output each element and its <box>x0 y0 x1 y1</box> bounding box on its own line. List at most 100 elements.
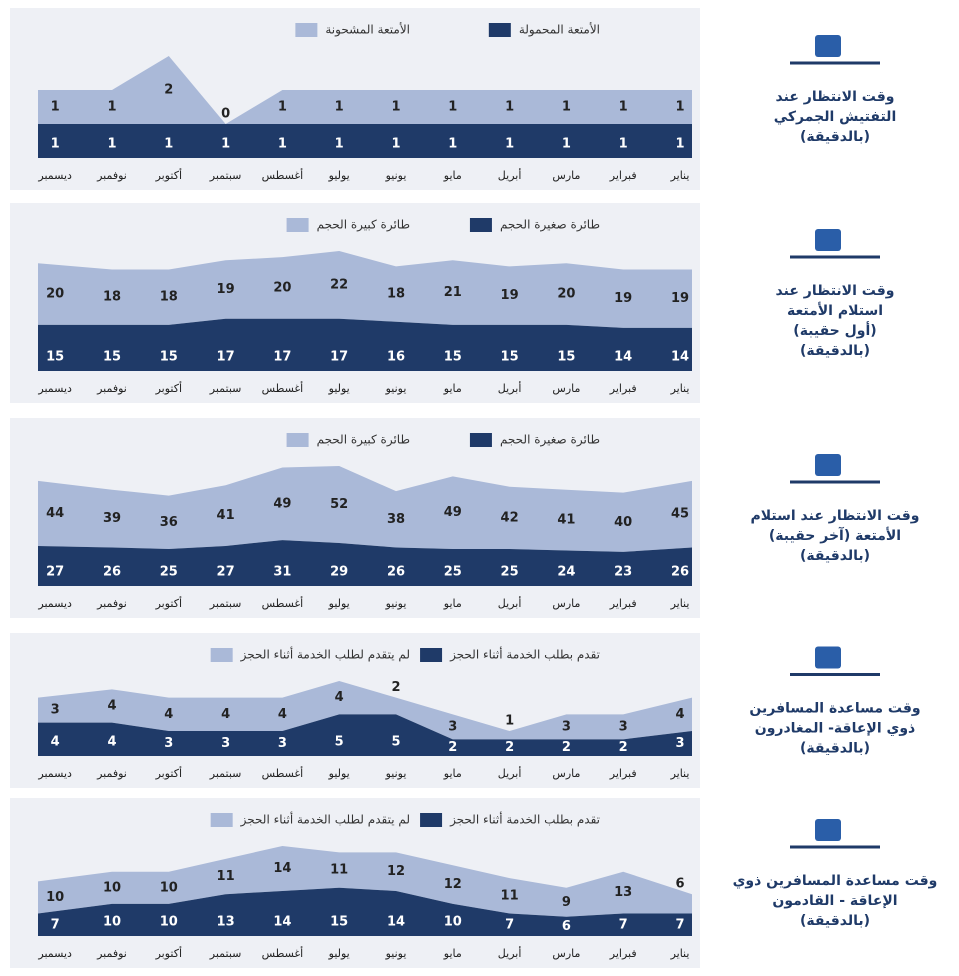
light-area <box>38 681 692 740</box>
legend-label: تقدم بطلب الخدمة أثناء الحجز <box>449 647 600 663</box>
light-value-label: 41 <box>217 508 235 523</box>
month-label: يناير <box>670 767 690 780</box>
month-label: سبتمبر <box>209 597 242 610</box>
dark-value-label: 7 <box>675 917 684 932</box>
legend-swatch <box>469 433 492 447</box>
dark-value-label: 1 <box>164 137 173 152</box>
light-value-label: 11 <box>501 888 519 903</box>
month-label: يناير <box>670 169 690 182</box>
light-value-label: 11 <box>330 863 348 878</box>
legend-swatch <box>420 648 443 662</box>
dark-area <box>38 714 692 756</box>
legend-label: الأمتعة المحمولة <box>519 22 600 38</box>
month-label: مايو <box>443 169 462 182</box>
month-label: يونيو <box>385 597 407 610</box>
dark-value-label: 1 <box>505 137 514 152</box>
month-label: أغسطس <box>262 168 304 182</box>
dark-value-label: 15 <box>330 915 348 930</box>
dark-value-label: 3 <box>221 736 230 751</box>
light-area <box>38 251 692 328</box>
month-label: يونيو <box>385 382 407 395</box>
light-area <box>38 56 692 124</box>
month-label: أغسطس <box>262 381 304 395</box>
dark-value-label: 2 <box>448 740 457 755</box>
legend-swatch <box>286 433 309 447</box>
month-label: فبراير <box>609 597 637 610</box>
dark-value-label: 7 <box>51 917 60 932</box>
chart-title: الأمتعة (آخر حقيبة) <box>769 526 901 544</box>
icon <box>815 646 841 669</box>
month-label: مارس <box>552 169 580 182</box>
light-value-label: 4 <box>107 699 116 714</box>
month-label: فبراير <box>609 767 637 780</box>
month-label: مايو <box>443 947 462 960</box>
dark-value-label: 26 <box>387 565 405 580</box>
light-value-label: 4 <box>278 707 287 722</box>
dark-value-label: 27 <box>46 565 64 580</box>
month-label: أكتوبر <box>155 946 182 960</box>
legend-label: الأمتعة المشحونة <box>325 22 410 38</box>
dark-area <box>38 318 692 371</box>
light-value-label: 42 <box>501 510 519 525</box>
chart-title: وقت الانتظار عند استلام <box>751 508 920 524</box>
chart-title: (بالدقيقة) <box>800 548 870 564</box>
icon <box>815 35 841 57</box>
dark-value-label: 5 <box>335 735 344 750</box>
dark-value-label: 1 <box>448 137 457 152</box>
light-value-label: 40 <box>614 515 632 530</box>
light-value-label: 4 <box>164 707 173 722</box>
month-label: يوليو <box>328 382 350 395</box>
month-label: يناير <box>670 947 690 960</box>
dark-value-label: 1 <box>221 137 230 152</box>
light-value-label: 12 <box>387 864 405 879</box>
chart-title: استلام الأمتعة <box>787 302 883 319</box>
month-label: يونيو <box>385 947 407 960</box>
month-label: سبتمبر <box>209 767 242 780</box>
month-label: أغسطس <box>262 946 304 960</box>
light-value-label: 3 <box>51 703 60 718</box>
dark-value-label: 3 <box>278 736 287 751</box>
light-value-label: 3 <box>562 719 571 734</box>
dark-area <box>38 540 692 586</box>
light-value-label: 19 <box>217 282 235 297</box>
dark-value-label: 2 <box>505 740 514 755</box>
legend-label: طائرة صغيرة الحجم <box>500 218 600 233</box>
light-value-label: 18 <box>387 287 405 302</box>
dark-value-label: 2 <box>619 740 628 755</box>
dark-value-label: 6 <box>562 919 571 934</box>
month-label: نوفمبر <box>96 947 127 960</box>
icon <box>815 229 841 251</box>
light-value-label: 4 <box>221 707 230 722</box>
month-label: مايو <box>443 767 462 780</box>
light-value-label: 10 <box>103 880 121 895</box>
light-value-label: 3 <box>448 719 457 734</box>
dark-value-label: 1 <box>562 137 571 152</box>
month-label: أبريل <box>498 946 522 960</box>
legend-label: طائرة صغيرة الحجم <box>500 433 600 448</box>
light-value-label: 1 <box>448 100 457 115</box>
month-label: فبراير <box>609 947 637 960</box>
month-label: نوفمبر <box>96 382 127 395</box>
light-value-label: 4 <box>335 690 344 705</box>
light-value-label: 11 <box>217 869 235 884</box>
light-area <box>38 846 692 917</box>
light-value-label: 6 <box>675 877 684 892</box>
dark-value-label: 3 <box>675 736 684 751</box>
light-value-label: 20 <box>273 280 291 295</box>
legend-swatch <box>420 813 443 827</box>
dark-area <box>38 124 692 158</box>
dark-value-label: 1 <box>278 137 287 152</box>
dark-value-label: 4 <box>51 735 60 750</box>
dark-value-label: 27 <box>217 565 235 580</box>
light-value-label: 14 <box>273 861 291 876</box>
month-label: يوليو <box>328 947 350 960</box>
dark-value-label: 16 <box>387 350 405 365</box>
dark-value-label: 14 <box>671 350 689 365</box>
light-value-label: 2 <box>391 680 400 695</box>
month-label: يوليو <box>328 169 350 182</box>
month-label: ديسمبر <box>37 767 72 780</box>
dark-value-label: 29 <box>330 565 348 580</box>
legend-label: طائرة كبيرة الحجم <box>317 218 410 233</box>
month-label: يناير <box>670 382 690 395</box>
icon <box>815 454 841 476</box>
